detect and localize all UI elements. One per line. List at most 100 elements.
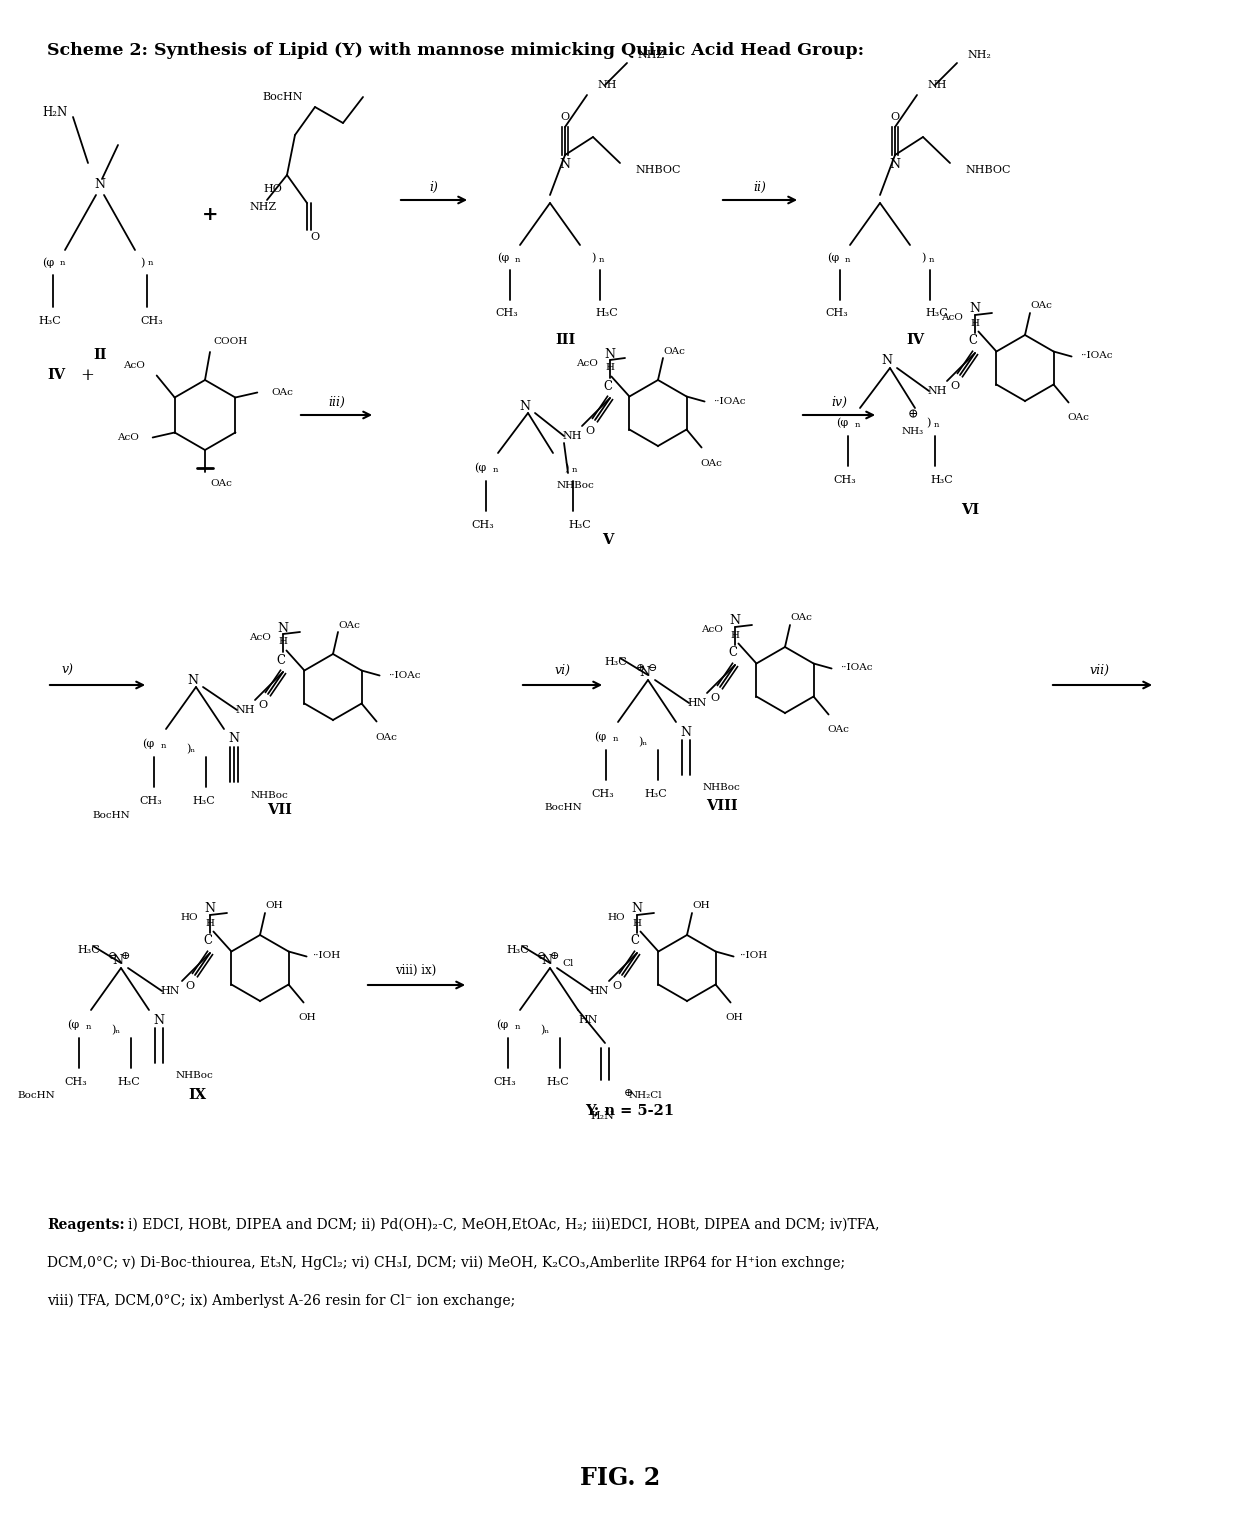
Text: H₃C: H₃C — [569, 520, 591, 530]
Text: n: n — [515, 257, 520, 264]
Text: O: O — [258, 700, 268, 711]
Text: n: n — [60, 260, 64, 267]
Text: DCM,0°C; v) Di-Boc-thiourea, Et₃N, HgCl₂; vi) CH₃I, DCM; vii) MeOH, K₂CO₃,Amberl: DCM,0°C; v) Di-Boc-thiourea, Et₃N, HgCl₂… — [47, 1256, 846, 1270]
Text: v): v) — [62, 663, 74, 677]
Text: OH: OH — [725, 1013, 743, 1022]
Text: n: n — [613, 735, 618, 743]
Text: CH₃: CH₃ — [591, 788, 614, 799]
Text: N: N — [729, 614, 740, 628]
Text: FIG. 2: FIG. 2 — [580, 1465, 660, 1490]
Text: CH₃: CH₃ — [64, 1077, 87, 1086]
Text: (φ: (φ — [827, 252, 839, 263]
Text: ⊖: ⊖ — [649, 663, 657, 672]
Text: BocHN: BocHN — [544, 804, 582, 813]
Text: (φ: (φ — [836, 417, 848, 428]
Text: OAc: OAc — [790, 614, 812, 622]
Text: HN: HN — [578, 1015, 598, 1025]
Text: VI: VI — [961, 503, 980, 516]
Text: OAc: OAc — [272, 388, 293, 397]
Text: (φ: (φ — [141, 738, 154, 749]
Text: O: O — [186, 981, 195, 992]
Text: N: N — [970, 303, 981, 315]
Text: AcO: AcO — [701, 625, 723, 634]
Text: NH₃: NH₃ — [901, 426, 924, 435]
Text: AcO: AcO — [249, 633, 272, 642]
Text: N: N — [640, 666, 651, 680]
Text: i) EDCI, HOBt, DIPEA and DCM; ii) Pd(OH)₂-C, MeOH,EtOAc, H₂; iii)EDCI, HOBt, DIP: i) EDCI, HOBt, DIPEA and DCM; ii) Pd(OH)… — [128, 1218, 879, 1232]
Text: Reagents:: Reagents: — [47, 1218, 125, 1232]
Text: H₃C: H₃C — [118, 1077, 140, 1086]
Text: AcO: AcO — [123, 361, 145, 370]
Text: VII: VII — [268, 804, 293, 817]
Text: ⊕: ⊕ — [120, 950, 130, 961]
Text: IV: IV — [906, 333, 924, 347]
Text: N: N — [542, 955, 553, 967]
Text: N: N — [520, 399, 531, 413]
Text: NH: NH — [596, 79, 616, 90]
Text: AcO: AcO — [577, 359, 598, 368]
Text: OAc: OAc — [210, 480, 232, 489]
Text: +: + — [81, 367, 94, 384]
Text: NHZ: NHZ — [249, 202, 277, 212]
Text: AcO: AcO — [941, 313, 963, 322]
Text: BocHN: BocHN — [17, 1091, 55, 1100]
Text: n: n — [515, 1024, 520, 1031]
Text: C: C — [729, 646, 738, 660]
Text: C: C — [277, 654, 285, 666]
Text: ⊕: ⊕ — [624, 1088, 632, 1099]
Text: OH: OH — [692, 902, 709, 911]
Text: O: O — [560, 112, 569, 122]
Text: n: n — [492, 466, 497, 474]
Text: NHBoc: NHBoc — [703, 784, 740, 793]
Text: C: C — [630, 935, 640, 947]
Text: ··IOAc: ··IOAc — [839, 663, 873, 672]
Text: H: H — [279, 637, 288, 646]
Text: V: V — [603, 533, 614, 547]
Text: O: O — [950, 380, 960, 391]
Text: NHBoc: NHBoc — [250, 790, 289, 799]
Text: H₂N: H₂N — [42, 107, 68, 119]
Text: N: N — [631, 903, 642, 915]
Text: ··IOH: ··IOH — [312, 952, 340, 961]
Text: ··IOH: ··IOH — [739, 952, 768, 961]
Text: ⊕: ⊕ — [635, 663, 645, 672]
Text: H₃C: H₃C — [192, 796, 216, 805]
Text: OAc: OAc — [1030, 301, 1052, 310]
Text: (φ: (φ — [497, 252, 510, 263]
Text: N: N — [278, 622, 289, 634]
Text: n: n — [86, 1024, 91, 1031]
Text: H₃C: H₃C — [38, 316, 61, 325]
Text: n: n — [572, 466, 577, 474]
Text: AcO: AcO — [117, 432, 139, 442]
Text: n: n — [599, 257, 604, 264]
Text: ): ) — [926, 417, 930, 428]
Text: n: n — [844, 257, 849, 264]
Text: ): ) — [564, 463, 568, 474]
Text: N: N — [113, 955, 124, 967]
Text: n: n — [854, 422, 859, 429]
Text: n: n — [160, 743, 166, 750]
Text: C: C — [604, 379, 613, 393]
Text: ⊖: ⊖ — [108, 950, 118, 961]
Text: OH: OH — [298, 1013, 316, 1022]
Text: CH₃: CH₃ — [140, 316, 164, 325]
Text: IX: IX — [188, 1088, 206, 1102]
Text: NHBOC: NHBOC — [635, 165, 681, 176]
Text: CH₃: CH₃ — [826, 309, 848, 318]
Text: CH₃: CH₃ — [496, 309, 518, 318]
Text: NH: NH — [928, 387, 947, 396]
Text: n: n — [929, 257, 934, 264]
Text: N: N — [559, 159, 570, 171]
Text: Scheme 2: Synthesis of Lipid (Y) with mannose mimicking Quinic Acid Head Group:: Scheme 2: Synthesis of Lipid (Y) with ma… — [47, 41, 864, 60]
Text: COOH: COOH — [213, 338, 247, 347]
Text: CH₃: CH₃ — [471, 520, 495, 530]
Text: NH: NH — [236, 704, 254, 715]
Text: H: H — [971, 318, 980, 327]
Text: N: N — [154, 1013, 165, 1027]
Text: ⊕: ⊕ — [908, 408, 919, 422]
Text: III: III — [554, 333, 575, 347]
Text: ⊖: ⊖ — [537, 950, 547, 961]
Text: NH: NH — [562, 431, 582, 442]
Text: N: N — [681, 726, 692, 738]
Text: O: O — [310, 232, 320, 241]
